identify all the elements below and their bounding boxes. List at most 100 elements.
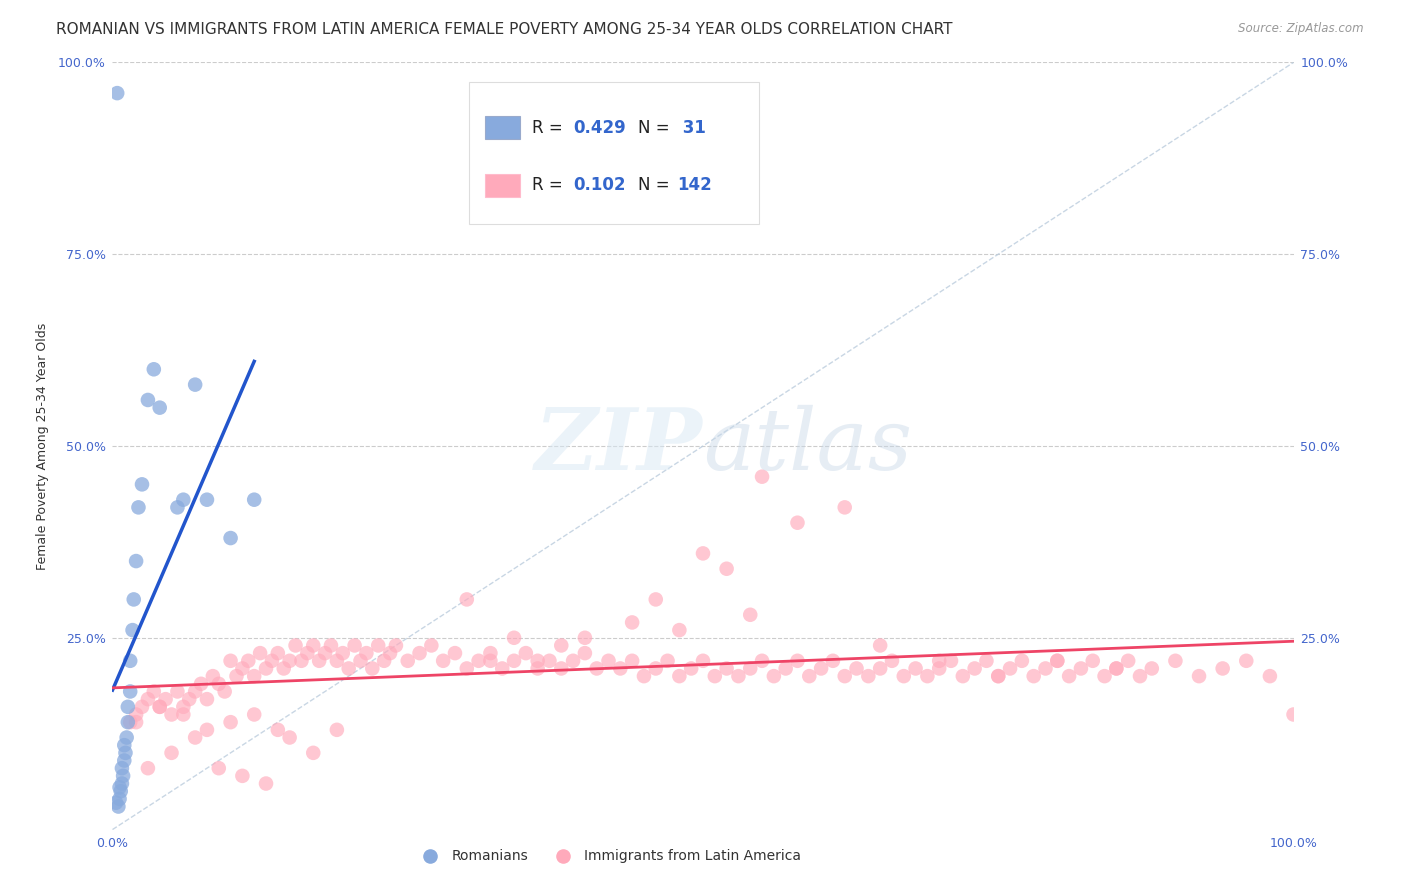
Point xyxy=(273,661,295,675)
Point xyxy=(214,684,236,698)
Point xyxy=(127,500,149,515)
Point xyxy=(1057,669,1080,683)
Point xyxy=(479,654,502,668)
FancyBboxPatch shape xyxy=(485,174,520,197)
Point xyxy=(562,654,585,668)
Point xyxy=(179,692,201,706)
Point xyxy=(917,669,939,683)
Point xyxy=(117,699,139,714)
Text: N =: N = xyxy=(638,177,675,194)
Point xyxy=(121,623,143,637)
Point xyxy=(231,661,253,675)
Point xyxy=(343,639,366,653)
Point xyxy=(1046,654,1069,668)
Point xyxy=(225,669,247,683)
Point xyxy=(609,661,631,675)
Point xyxy=(1212,661,1234,675)
Point xyxy=(131,699,153,714)
Point xyxy=(356,646,378,660)
Point xyxy=(112,738,135,752)
FancyBboxPatch shape xyxy=(470,82,758,224)
Point xyxy=(195,692,218,706)
Point xyxy=(120,684,142,698)
Point xyxy=(117,715,139,730)
Point xyxy=(367,639,389,653)
Point xyxy=(120,715,142,730)
Point xyxy=(821,654,844,668)
Point xyxy=(254,776,277,790)
Point xyxy=(668,669,690,683)
Point xyxy=(249,646,271,660)
Point xyxy=(998,661,1021,675)
Point xyxy=(799,669,821,683)
Point xyxy=(574,631,596,645)
Point xyxy=(1234,654,1257,668)
Point xyxy=(904,661,927,675)
Point xyxy=(184,684,207,698)
Point xyxy=(432,654,454,668)
Point xyxy=(278,654,301,668)
Point xyxy=(1046,654,1069,668)
Point xyxy=(574,646,596,660)
Point xyxy=(858,669,880,683)
Point xyxy=(621,654,644,668)
Point xyxy=(107,799,129,814)
Point xyxy=(108,780,131,795)
Point xyxy=(740,661,762,675)
Point xyxy=(834,669,856,683)
Point xyxy=(114,746,136,760)
Text: 0.429: 0.429 xyxy=(574,119,626,136)
Point xyxy=(1094,669,1116,683)
Point xyxy=(952,669,974,683)
Point xyxy=(231,769,253,783)
Point xyxy=(1035,661,1057,675)
Point xyxy=(526,661,548,675)
Point xyxy=(1129,669,1152,683)
Point xyxy=(550,639,572,653)
Point xyxy=(195,723,218,737)
Point xyxy=(963,661,986,675)
Point xyxy=(1081,654,1104,668)
Point xyxy=(172,492,194,507)
Text: ZIP: ZIP xyxy=(536,404,703,488)
Point xyxy=(219,654,242,668)
Text: Source: ZipAtlas.com: Source: ZipAtlas.com xyxy=(1239,22,1364,36)
Point xyxy=(880,654,903,668)
Point xyxy=(727,669,749,683)
Point xyxy=(115,731,138,745)
Point xyxy=(1116,654,1139,668)
Point xyxy=(112,769,135,783)
Point xyxy=(467,654,489,668)
Point xyxy=(326,723,349,737)
Point xyxy=(302,746,325,760)
Point xyxy=(751,654,773,668)
Point xyxy=(1105,661,1128,675)
Point xyxy=(716,562,738,576)
Point xyxy=(928,661,950,675)
Point xyxy=(172,699,194,714)
Point xyxy=(155,692,177,706)
Point xyxy=(302,639,325,653)
Point xyxy=(740,607,762,622)
Point xyxy=(644,592,666,607)
Point xyxy=(284,639,307,653)
Point xyxy=(869,639,891,653)
Point xyxy=(278,731,301,745)
Point xyxy=(260,654,283,668)
Point xyxy=(456,592,478,607)
Point xyxy=(160,746,183,760)
Point xyxy=(692,546,714,560)
Point xyxy=(125,554,148,568)
Text: 0.102: 0.102 xyxy=(574,177,626,194)
Point xyxy=(681,661,703,675)
Point xyxy=(190,677,212,691)
Y-axis label: Female Poverty Among 25-34 Year Olds: Female Poverty Among 25-34 Year Olds xyxy=(37,322,49,570)
Point xyxy=(136,392,159,407)
Point xyxy=(149,401,172,415)
Point xyxy=(111,761,134,775)
Point xyxy=(308,654,330,668)
Point xyxy=(503,631,526,645)
Point xyxy=(1022,669,1045,683)
Point xyxy=(378,646,401,660)
Point xyxy=(786,654,808,668)
